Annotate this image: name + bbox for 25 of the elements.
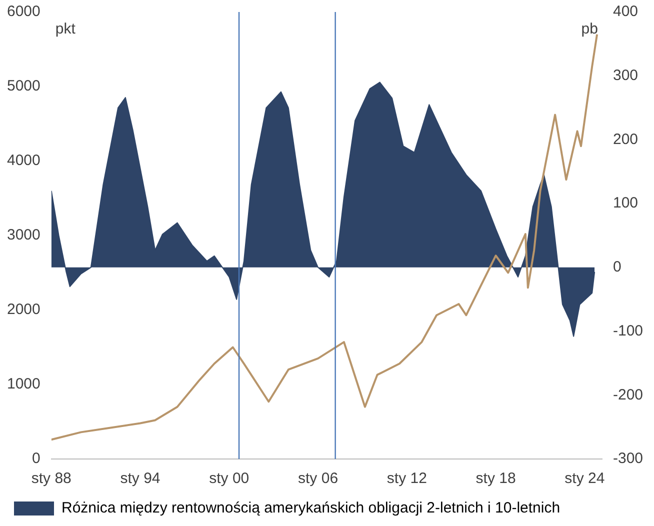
- x-tick-label: sty 24: [564, 470, 605, 488]
- legend-label: Różnica między rentownością amerykańskich obligacji 2-letnich i 10-letnich: [62, 500, 560, 517]
- x-tick-label: sty 06: [298, 470, 338, 488]
- y-tick-label: 4000: [6, 152, 40, 170]
- y-tick-label: 3000: [6, 226, 40, 244]
- y-tick-label: 2000: [6, 301, 40, 318]
- x-tick-label: sty 00: [209, 470, 250, 488]
- y2-tick-label: 100: [612, 194, 638, 212]
- y2-tick-label: 200: [612, 130, 638, 148]
- y2-tick-label: -300: [612, 450, 644, 468]
- y-tick-label: 6000: [6, 3, 40, 20]
- y-tick-label: 5000: [6, 78, 40, 95]
- y-tick-label: 0: [32, 450, 40, 468]
- y-tick-label: 1000: [6, 376, 40, 393]
- x-tick-label: sty 94: [120, 470, 160, 488]
- y2-tick-label: -200: [612, 386, 644, 404]
- y2-axis-title: pb: [581, 20, 598, 38]
- y2-tick-label: 400: [612, 3, 638, 20]
- y2-tick-label: 300: [612, 67, 638, 84]
- x-tick-label: sty 88: [31, 470, 72, 488]
- y2-tick-label: -100: [612, 322, 644, 340]
- x-tick-label: sty 12: [386, 470, 427, 488]
- y2-tick-label: 0: [612, 258, 622, 276]
- y-axis-title: pkt: [55, 20, 76, 38]
- x-tick-label: sty 18: [476, 470, 516, 488]
